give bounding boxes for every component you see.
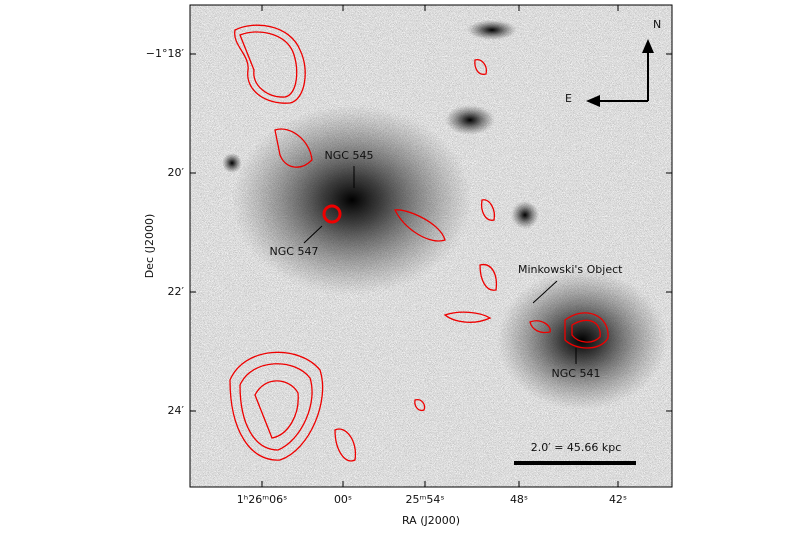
x-axis-label: RA (J2000) [402, 514, 460, 527]
x-tick-label: 1ʰ26ᵐ06ˢ [237, 493, 287, 506]
annotation: Minkowski's Object [518, 263, 623, 276]
annotation: NGC 545 [325, 149, 374, 162]
frame [189, 4, 673, 488]
compass-east: E [565, 92, 572, 105]
x-tick-label: 42ˢ [609, 493, 627, 506]
x-tick-label: 00ˢ [334, 493, 352, 506]
radio-contours [229, 24, 609, 462]
x-tick-label: 25ᵐ54ˢ [406, 493, 445, 506]
y-axis-label: Dec (J2000) [143, 214, 156, 279]
arrow [532, 280, 558, 304]
compass-north: N [653, 18, 661, 31]
y-tick-label: −1°18′ [146, 47, 185, 60]
y-tick-label: 24′ [168, 404, 185, 417]
y-tick-label: 20′ [168, 166, 185, 179]
x-tick-label: 48ˢ [510, 493, 528, 506]
annotation: NGC 541 [552, 367, 601, 380]
scale-bar-label: 2.0′ = 45.66 kpc [531, 441, 622, 454]
compass: N E [565, 18, 661, 107]
annotation: NGC 547 [270, 245, 319, 258]
sky-image [190, 5, 672, 487]
y-tick-label: 22′ [168, 285, 185, 298]
arrow [303, 225, 323, 244]
